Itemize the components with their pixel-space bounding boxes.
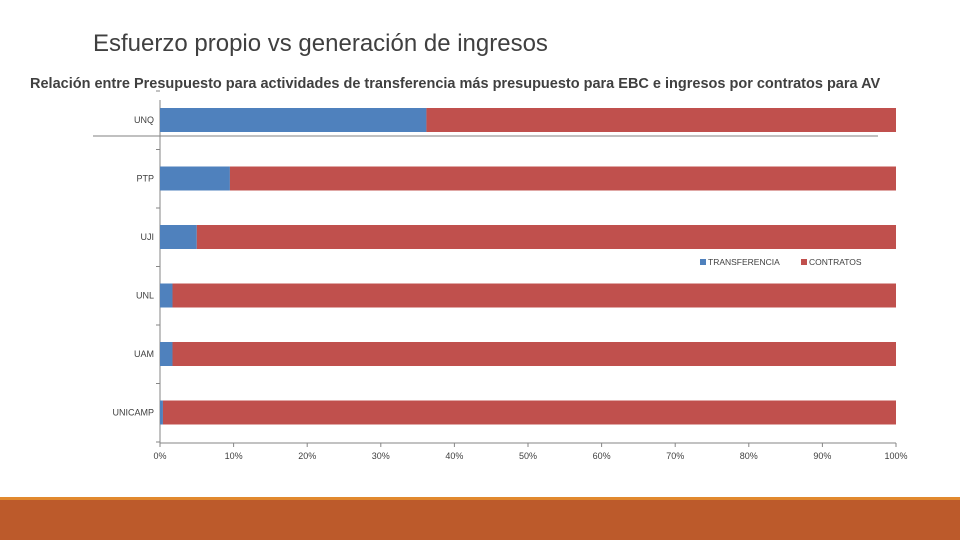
bar-transferencia-unq (160, 108, 427, 132)
x-tick-label: 20% (298, 451, 316, 461)
footer-bar (0, 500, 960, 540)
x-tick-label: 90% (813, 451, 831, 461)
x-tick-label: 50% (519, 451, 537, 461)
x-tick-label: 60% (593, 451, 611, 461)
x-tick-label: 10% (225, 451, 243, 461)
category-label: UNQ (134, 115, 154, 125)
stacked-bar-chart: 0% 10% 20% 30% 40% 50% 60% 70% 80% 90% 100% UNQ PTP U… (93, 90, 908, 461)
category-label: UAM (134, 349, 154, 359)
x-tick-label: 40% (445, 451, 463, 461)
x-tick-label: 80% (740, 451, 758, 461)
category-label: UJI (141, 232, 155, 242)
bar-contratos-uam (172, 342, 897, 366)
legend-label-contratos: CONTRATOS (809, 257, 862, 267)
x-tick-label: 100% (884, 451, 907, 461)
category-label: UNL (136, 291, 154, 301)
slide-title: Esfuerzo propio vs generación de ingreso… (93, 30, 548, 57)
bar-transferencia-uam (160, 342, 173, 366)
bar-contratos-unq (426, 108, 896, 132)
bar-contratos-ptp (229, 166, 897, 191)
bar-contratos-unl (172, 283, 897, 308)
x-tick-label: 30% (372, 451, 390, 461)
bar-contratos-uji (196, 225, 897, 249)
x-tick-label: 0% (153, 451, 166, 461)
x-tick-label: 70% (666, 451, 684, 461)
legend-swatch-contratos (801, 259, 807, 265)
bar-contratos-unicamp (162, 400, 897, 425)
category-label: PTP (136, 174, 154, 184)
legend-swatch-transferencia (700, 259, 706, 265)
legend-label-transferencia: TRANSFERENCIA (708, 257, 780, 267)
bar-transferencia-unl (160, 283, 173, 308)
bar-transferencia-unicamp (160, 400, 163, 425)
footer-accent-line (0, 497, 960, 500)
category-label: UNICAMP (112, 408, 154, 418)
bar-transferencia-ptp (160, 166, 230, 191)
chart-title: Relación entre Presupuesto para activida… (30, 76, 881, 92)
bar-transferencia-uji (160, 225, 197, 249)
